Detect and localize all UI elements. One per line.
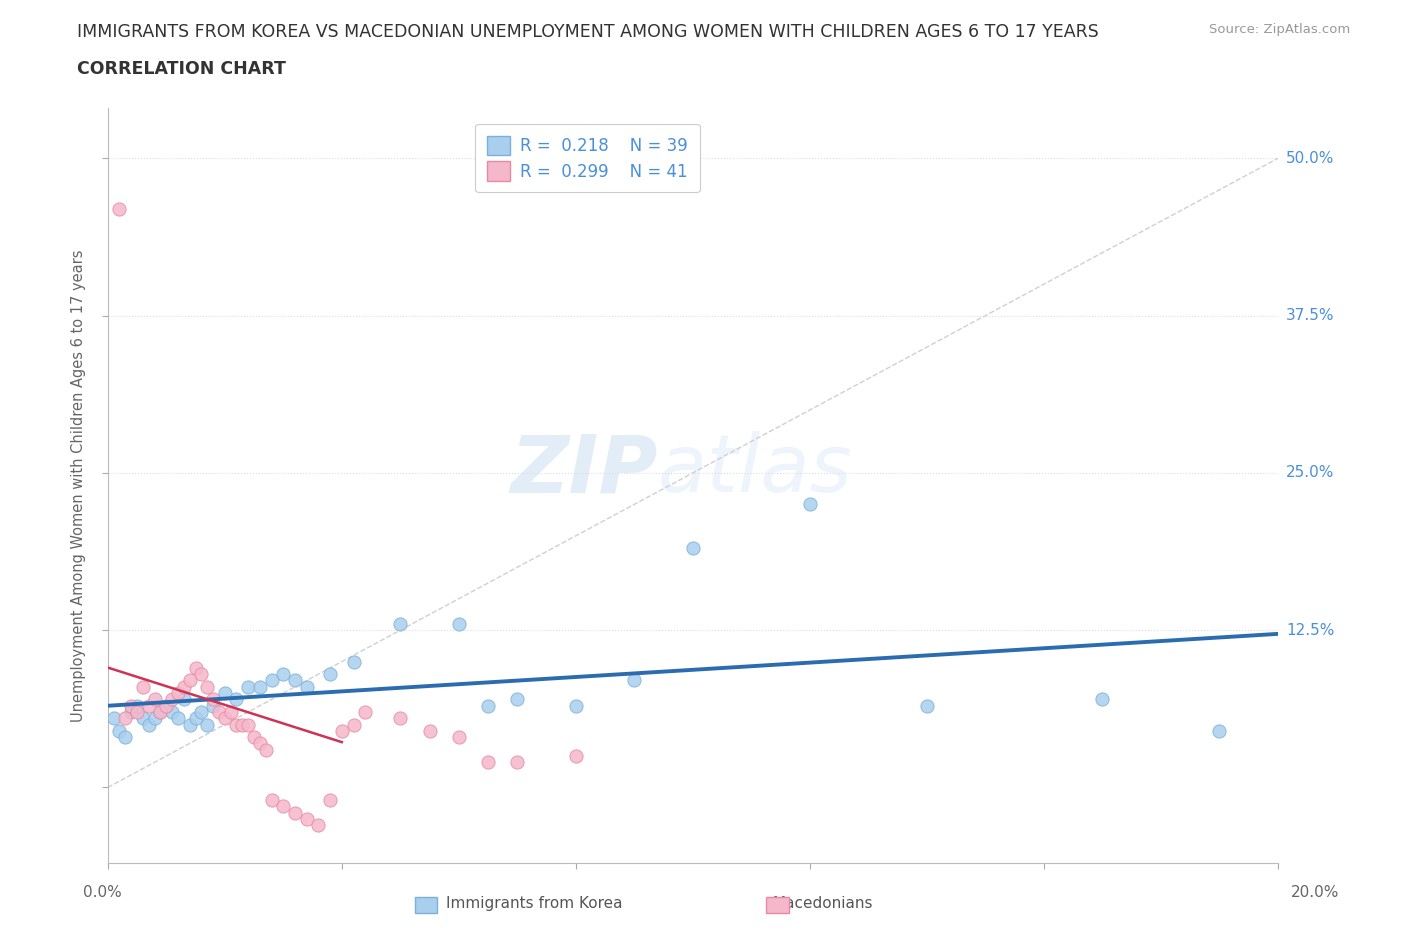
- Point: [138, 698, 160, 713]
- Point: [114, 730, 136, 745]
- Text: 0.0%: 0.0%: [83, 885, 122, 900]
- Point: [682, 541, 704, 556]
- Point: [103, 711, 125, 725]
- Point: [132, 679, 155, 694]
- Point: [319, 792, 342, 807]
- Point: [149, 705, 172, 720]
- Point: [132, 711, 155, 725]
- Point: [330, 724, 353, 738]
- Point: [125, 698, 148, 713]
- Text: 50.0%: 50.0%: [1286, 151, 1334, 166]
- Point: [389, 617, 412, 631]
- Point: [214, 711, 236, 725]
- Point: [260, 673, 283, 688]
- Point: [477, 755, 499, 770]
- Point: [155, 698, 177, 713]
- Point: [173, 679, 195, 694]
- Point: [179, 717, 201, 732]
- Point: [202, 692, 225, 707]
- Point: [506, 755, 529, 770]
- Point: [238, 679, 260, 694]
- Point: [167, 711, 190, 725]
- Text: Macedonians: Macedonians: [772, 897, 873, 911]
- Point: [1091, 692, 1114, 707]
- Point: [219, 705, 242, 720]
- Point: [477, 698, 499, 713]
- Point: [190, 705, 212, 720]
- Point: [179, 673, 201, 688]
- Point: [342, 717, 364, 732]
- Point: [190, 667, 212, 682]
- Text: CORRELATION CHART: CORRELATION CHART: [77, 60, 287, 78]
- Point: [295, 679, 318, 694]
- Point: [354, 705, 377, 720]
- Point: [120, 698, 142, 713]
- Point: [565, 749, 588, 764]
- Text: Immigrants from Korea: Immigrants from Korea: [446, 897, 623, 911]
- Text: 12.5%: 12.5%: [1286, 623, 1334, 638]
- Point: [238, 717, 260, 732]
- Point: [249, 679, 271, 694]
- Point: [1208, 724, 1230, 738]
- Point: [799, 497, 821, 512]
- Point: [184, 660, 207, 675]
- Point: [195, 679, 218, 694]
- Point: [125, 705, 148, 720]
- Text: 20.0%: 20.0%: [1291, 885, 1339, 900]
- Point: [447, 617, 470, 631]
- Point: [243, 730, 266, 745]
- Point: [419, 724, 441, 738]
- Point: [155, 698, 177, 713]
- Point: [231, 717, 253, 732]
- Point: [160, 705, 183, 720]
- Point: [108, 201, 131, 216]
- Point: [225, 692, 247, 707]
- Point: [284, 805, 307, 820]
- Point: [623, 673, 645, 688]
- Point: [167, 685, 190, 700]
- Point: [284, 673, 307, 688]
- Point: [506, 692, 529, 707]
- Point: [173, 692, 195, 707]
- Text: 25.0%: 25.0%: [1286, 465, 1334, 481]
- Point: [143, 711, 166, 725]
- Point: [114, 711, 136, 725]
- Point: [138, 717, 160, 732]
- Point: [295, 812, 318, 827]
- Text: IMMIGRANTS FROM KOREA VS MACEDONIAN UNEMPLOYMENT AMONG WOMEN WITH CHILDREN AGES : IMMIGRANTS FROM KOREA VS MACEDONIAN UNEM…: [77, 23, 1099, 41]
- Point: [254, 742, 277, 757]
- Point: [319, 667, 342, 682]
- Point: [208, 705, 231, 720]
- Point: [307, 817, 329, 832]
- Point: [160, 692, 183, 707]
- Point: [202, 698, 225, 713]
- Text: ZIP: ZIP: [510, 432, 658, 510]
- Point: [195, 717, 218, 732]
- Point: [915, 698, 938, 713]
- Point: [184, 711, 207, 725]
- Point: [108, 724, 131, 738]
- Text: atlas: atlas: [658, 432, 852, 510]
- Point: [120, 705, 142, 720]
- Legend: R =  0.218    N = 39, R =  0.299    N = 41: R = 0.218 N = 39, R = 0.299 N = 41: [475, 124, 700, 193]
- Point: [249, 736, 271, 751]
- Point: [342, 654, 364, 669]
- Point: [271, 667, 294, 682]
- Text: 37.5%: 37.5%: [1286, 308, 1334, 323]
- Point: [260, 792, 283, 807]
- Point: [447, 730, 470, 745]
- Text: Source: ZipAtlas.com: Source: ZipAtlas.com: [1209, 23, 1350, 36]
- Y-axis label: Unemployment Among Women with Children Ages 6 to 17 years: Unemployment Among Women with Children A…: [72, 249, 86, 722]
- Point: [149, 705, 172, 720]
- Point: [389, 711, 412, 725]
- Point: [271, 799, 294, 814]
- Point: [565, 698, 588, 713]
- Point: [143, 692, 166, 707]
- Point: [225, 717, 247, 732]
- Point: [214, 685, 236, 700]
